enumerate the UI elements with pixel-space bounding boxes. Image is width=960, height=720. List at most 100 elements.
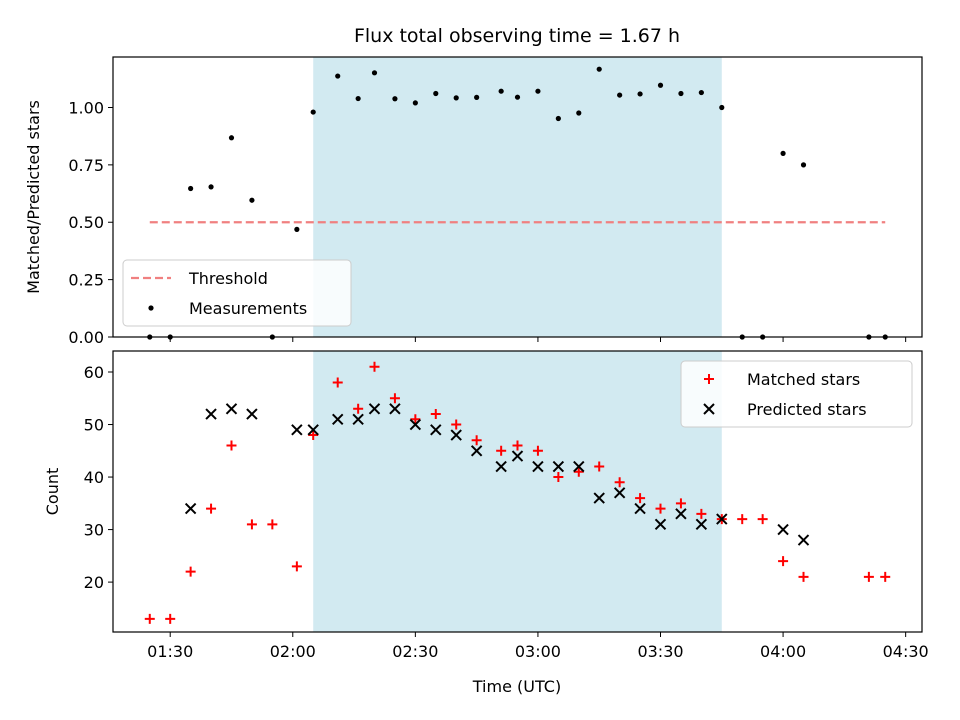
measurement-point (698, 89, 704, 96)
matched-stars-point (594, 461, 605, 472)
predicted-stars-point (368, 403, 381, 415)
measurement-point (576, 110, 582, 116)
measurement-point (294, 226, 300, 232)
predicted-stars-point (495, 460, 507, 473)
predicted-stars-point (654, 518, 667, 531)
matched-stars-point (430, 409, 441, 420)
legend-box (680, 360, 913, 428)
highlight-band (313, 57, 722, 337)
matched-stars-point (246, 519, 257, 530)
predicted-stars-point (675, 508, 687, 520)
measurement-point (433, 90, 439, 97)
predicted-stars-point (246, 408, 258, 420)
predicted-stars-point (430, 424, 442, 436)
panel-counts: 20 30 40 50 60 01:30 02:00 02:30 03:00 03:30 04:00… (43, 350, 929, 661)
matched-stars-point (737, 514, 748, 525)
matched-stars-point (573, 466, 584, 477)
matched-stars-point (308, 430, 319, 441)
x-tick-label: 03:00 (515, 642, 561, 661)
legend-matched-swatch (704, 374, 714, 384)
matched-stars-point (369, 361, 380, 372)
measurement-point (188, 185, 194, 192)
measurement-point (453, 95, 459, 101)
chart-title: Flux total observing time = 1.67 h (354, 25, 680, 47)
matched-stars-point (863, 571, 874, 582)
predicted-stars-point (797, 534, 810, 546)
matched-stars-point (675, 498, 686, 509)
x-tick-label: 03:30 (637, 642, 683, 661)
measurement-point (637, 91, 643, 97)
predicted-stars-point (409, 418, 422, 431)
predicted-stars-point (184, 502, 197, 515)
matched-stars-point (206, 503, 217, 514)
x-tick-label: 04:00 (760, 642, 806, 661)
measurement-point (249, 197, 255, 203)
predicted-stars-point (593, 492, 605, 504)
measurement-point (355, 95, 361, 102)
matched-stars-point (655, 503, 666, 514)
matched-stars-point (165, 613, 176, 624)
matched-stars-point (226, 440, 237, 451)
measurement-point (392, 96, 398, 102)
predicted-stars-point (532, 460, 544, 473)
y-axis-label: Count (43, 468, 62, 516)
measurement-point (310, 109, 316, 115)
y-tick-label: 0.75 (68, 156, 104, 175)
matched-stars-point (471, 435, 482, 446)
y-tick-label: 0.25 (68, 271, 104, 290)
highlight-band (313, 351, 722, 632)
matched-stars-point (496, 445, 507, 456)
y-tick-label: 0.50 (68, 213, 104, 232)
x-tick-label: 02:30 (392, 642, 438, 661)
matched-stars-point (144, 613, 155, 624)
matched-stars-point (798, 571, 809, 582)
matched-stars-point (512, 440, 523, 451)
measurement-point (780, 150, 786, 156)
measurement-point (371, 70, 378, 76)
y-tick-label: 60 (84, 363, 104, 382)
predicted-stars-point (470, 445, 483, 457)
predicted-stars-point (450, 429, 462, 441)
predicted-stars-point (511, 450, 524, 462)
plot-frame (112, 350, 923, 633)
x-tick-label: 04:30 (883, 642, 929, 661)
measurement-point (412, 100, 418, 106)
x-tick-label: 02:00 (270, 642, 316, 661)
measurement-point (678, 90, 684, 97)
matched-stars-point (451, 419, 462, 430)
legend-label: Measurements (189, 299, 307, 318)
measurement-point (617, 92, 623, 98)
measurement-point (335, 73, 341, 79)
matched-stars-point (614, 477, 625, 488)
matched-stars-point (291, 561, 302, 572)
legend: Matched stars Predicted stars (680, 360, 913, 428)
predicted-stars-point (291, 424, 303, 436)
predicted-stars-point (695, 518, 708, 531)
matched-stars-point (410, 414, 421, 425)
matched-stars-point (185, 566, 196, 577)
legend-box (122, 259, 352, 327)
matched-stars-point (635, 493, 646, 504)
measurement-point (208, 184, 214, 190)
legend-label: Threshold (188, 269, 268, 288)
measurement-point (800, 162, 807, 168)
predicted-stars-point (332, 413, 344, 425)
measurement-point (228, 135, 235, 141)
plot-frame (112, 56, 923, 338)
matched-stars-point (778, 556, 789, 567)
x-axis-label: Time (UTC) (472, 677, 561, 696)
legend-predicted-swatch (703, 403, 715, 415)
matched-stars-point (332, 377, 343, 388)
predicted-stars-point (613, 487, 626, 499)
legend-label: Matched stars (747, 370, 860, 389)
predicted-stars-point (716, 513, 728, 525)
predicted-stars-point (225, 403, 238, 415)
predicted-stars-point (634, 502, 646, 515)
predicted-stars-point (352, 413, 364, 425)
legend-measurement-swatch (148, 305, 154, 311)
matched-stars-point (696, 508, 707, 519)
y-tick-label: 40 (84, 468, 104, 487)
matched-stars-point (880, 571, 891, 582)
measurement-point (474, 94, 480, 100)
